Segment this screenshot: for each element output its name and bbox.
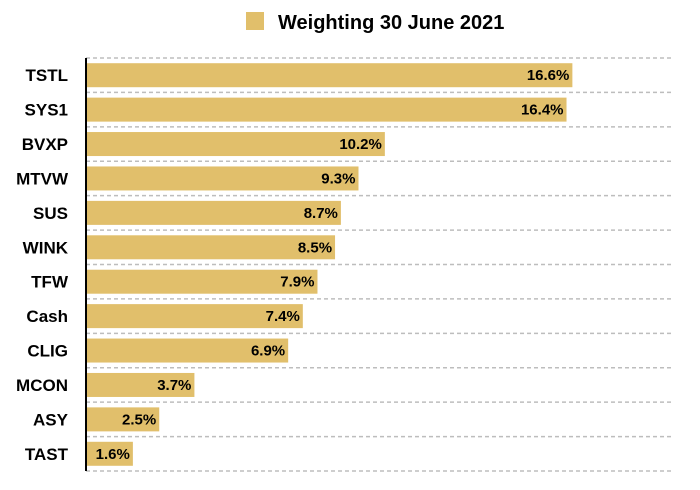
data-label-sys1: 16.4% xyxy=(521,102,564,119)
category-label-tstl: TSTL xyxy=(26,66,69,85)
category-label-mcon: MCON xyxy=(16,376,68,395)
bar-tstl xyxy=(86,63,573,88)
bar-bvxp xyxy=(86,132,385,157)
category-labels: TSTL SYS1 BVXP MTVW SUS WINK TFW Cash CLIG MCON AS… xyxy=(16,66,69,464)
bar-cash xyxy=(86,304,303,329)
category-label-tfw: TFW xyxy=(31,273,69,292)
bar-mcon xyxy=(86,372,195,397)
category-label-tast: TAST xyxy=(25,445,69,464)
category-label-clig: CLIG xyxy=(27,342,68,361)
bar-mtvw xyxy=(86,166,359,191)
bar-tfw xyxy=(86,269,318,294)
bar-tast xyxy=(86,441,133,466)
category-label-cash: Cash xyxy=(26,307,68,326)
data-label-clig: 6.9% xyxy=(251,343,285,360)
data-label-mtvw: 9.3% xyxy=(321,170,355,187)
data-label-tast: 1.6% xyxy=(96,446,130,463)
legend-swatch xyxy=(246,12,264,30)
category-label-sus: SUS xyxy=(33,204,68,223)
data-label-tstl: 16.6% xyxy=(527,67,570,84)
category-label-wink: WINK xyxy=(23,238,69,257)
legend-label: Weighting 30 June 2021 xyxy=(278,12,504,34)
data-label-cash: 7.4% xyxy=(266,308,300,325)
data-label-mcon: 3.7% xyxy=(157,377,191,394)
data-label-asy: 2.5% xyxy=(122,411,156,428)
bar-clig xyxy=(86,338,289,363)
data-label-wink: 8.5% xyxy=(298,239,332,256)
data-labels: 16.6% 16.4% 10.2% 9.3% 8.7% 8.5% 7.9% 7.4% 6.9% 3… xyxy=(96,67,570,463)
data-label-bvxp: 10.2% xyxy=(339,136,382,153)
category-label-sys1: SYS1 xyxy=(25,101,68,120)
category-label-mtvw: MTVW xyxy=(16,169,69,188)
data-label-tfw: 7.9% xyxy=(280,274,314,291)
bar-sys1 xyxy=(86,97,567,122)
bar-asy xyxy=(86,407,160,432)
category-label-asy: ASY xyxy=(33,410,69,429)
bar-wink xyxy=(86,235,336,260)
category-label-bvxp: BVXP xyxy=(22,135,68,154)
bars xyxy=(86,63,573,466)
bar-sus xyxy=(86,200,341,225)
data-label-sus: 8.7% xyxy=(304,205,338,222)
legend: Weighting 30 June 2021 xyxy=(246,12,504,34)
